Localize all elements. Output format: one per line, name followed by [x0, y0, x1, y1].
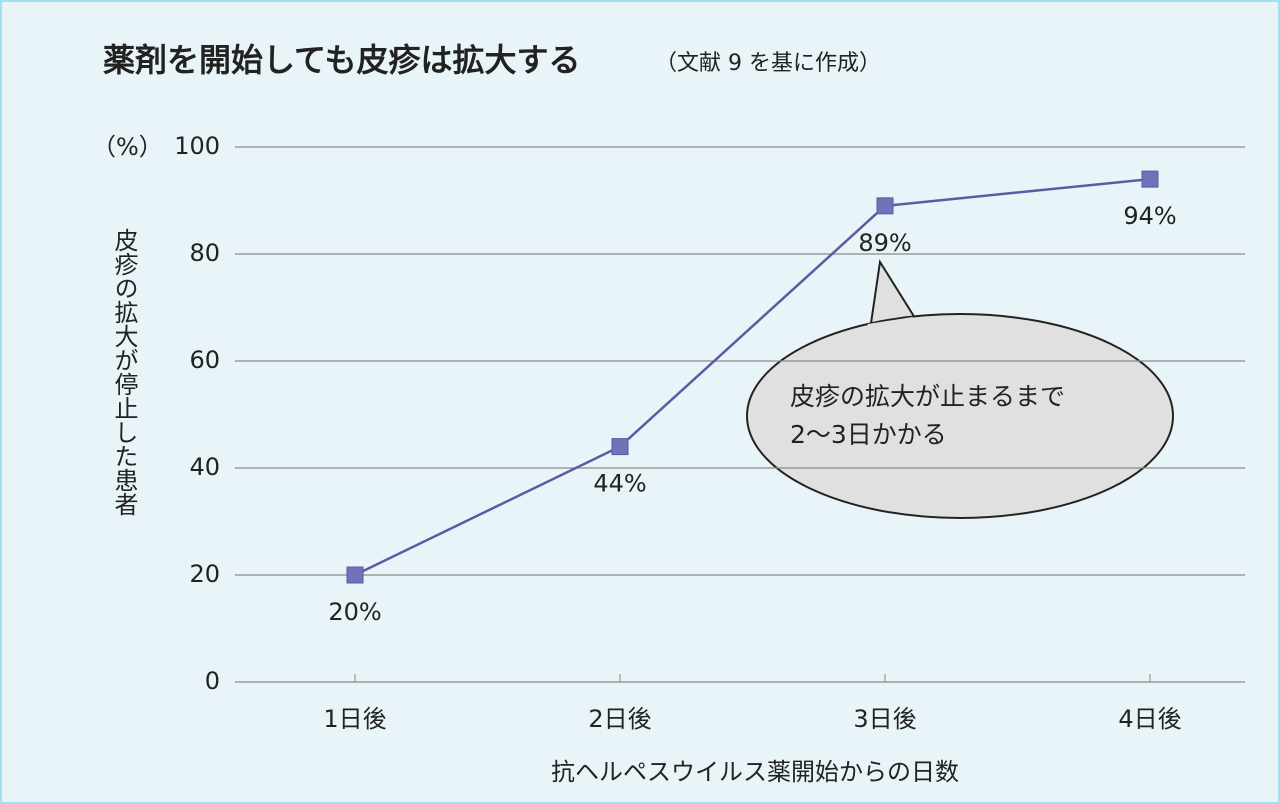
- y-unit: （%）: [92, 133, 163, 161]
- callout: [746, 313, 1174, 519]
- data-label: 20%: [328, 598, 381, 626]
- y-tick-label: 40: [189, 453, 220, 481]
- x-tick-label: 1日後: [323, 705, 386, 733]
- annotation-line: 2〜3日かかる: [790, 420, 947, 449]
- annotation-line: 皮疹の拡大が止まるまで: [790, 382, 1065, 411]
- x-tick-label: 2日後: [588, 705, 651, 733]
- data-line: [354, 177, 1151, 577]
- data-label: 94%: [1123, 202, 1176, 230]
- y-tick-label: 20: [189, 560, 220, 588]
- y-axis-label: 皮疹の拡大が停止した患者: [110, 228, 138, 516]
- data-point: [876, 197, 894, 215]
- data-point: [611, 438, 629, 456]
- y-tick-label: 0: [205, 667, 220, 695]
- x-tick-label: 4日後: [1118, 705, 1181, 733]
- data-label: 44%: [593, 470, 646, 498]
- x-axis-label: 抗ヘルペスウイルス薬開始からの日数: [551, 758, 959, 786]
- chart-subtitle: （文献 9 を基に作成）: [655, 51, 881, 76]
- y-tick-label: 100: [174, 132, 220, 160]
- data-point: [346, 566, 364, 584]
- y-tick-label: 80: [189, 239, 220, 267]
- callout-joint: [867, 317, 914, 328]
- y-tick-label: 60: [189, 346, 220, 374]
- x-tick-label: 3日後: [853, 705, 916, 733]
- chart-title: 薬剤を開始しても皮疹は拡大する: [103, 41, 580, 79]
- data-point: [1141, 170, 1159, 188]
- data-label: 89%: [858, 229, 911, 257]
